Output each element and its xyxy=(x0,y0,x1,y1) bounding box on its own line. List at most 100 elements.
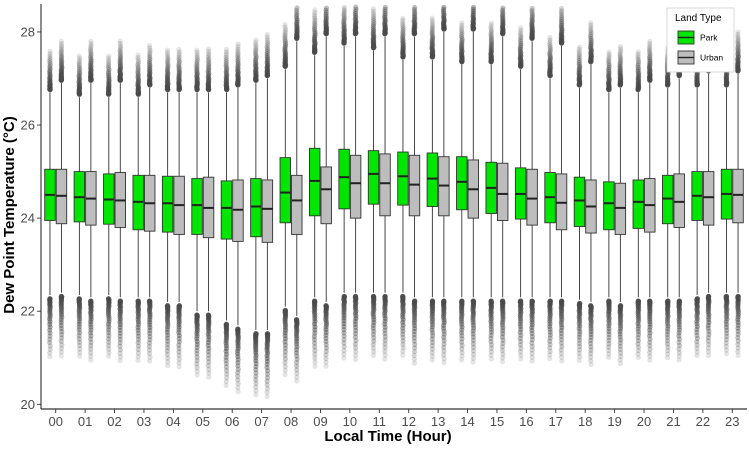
outlier-point xyxy=(665,348,671,354)
outlier-point xyxy=(88,346,94,352)
outlier-point xyxy=(665,323,671,329)
outlier-point xyxy=(341,347,347,353)
outlier-point xyxy=(223,65,230,71)
outlier-point xyxy=(635,323,642,329)
outlier-point xyxy=(252,49,259,55)
box-park-17 xyxy=(544,78,556,298)
outlier-point xyxy=(341,355,347,361)
outlier-point xyxy=(206,56,212,62)
outlier-point xyxy=(547,48,553,54)
outlier-point xyxy=(58,43,64,49)
outlier-point xyxy=(146,347,153,353)
outlier-point xyxy=(235,64,241,70)
outlier-point xyxy=(205,48,212,55)
outlier-point xyxy=(311,336,318,343)
outlier-point xyxy=(518,34,524,40)
outlier-point xyxy=(470,348,477,354)
outlier-point xyxy=(282,27,289,33)
outlier-point xyxy=(588,36,594,42)
outlier-point xyxy=(282,360,288,366)
outlier-point xyxy=(400,341,406,347)
outlier-point xyxy=(458,25,465,31)
box-urban-00 xyxy=(55,83,68,293)
outlier-point xyxy=(58,38,64,44)
outlier-point xyxy=(517,323,524,330)
outlier-point xyxy=(135,70,141,76)
outlier-point xyxy=(529,327,535,334)
x-tick-label: 22 xyxy=(696,414,710,429)
outlier-point xyxy=(205,342,211,348)
outlier-point xyxy=(323,348,329,355)
outlier-point xyxy=(576,46,582,53)
outlier-point xyxy=(459,38,465,44)
outlier-point xyxy=(147,337,153,343)
outlier-point xyxy=(264,37,271,43)
outlier-point xyxy=(88,43,94,49)
outlier-point xyxy=(488,43,494,50)
outlier-point xyxy=(588,334,594,340)
outlier-point xyxy=(647,38,653,44)
outlier-point xyxy=(459,41,465,48)
outlier-point xyxy=(606,49,612,55)
outlier-point xyxy=(370,322,377,328)
outlier-point xyxy=(547,44,553,50)
outlier-point xyxy=(223,367,230,374)
outlier-point xyxy=(352,12,359,19)
outlier-point xyxy=(517,335,523,341)
outlier-point xyxy=(223,56,229,62)
outlier-point xyxy=(735,53,741,59)
outlier-point xyxy=(694,339,700,345)
outlier-point xyxy=(76,333,82,339)
box-body xyxy=(338,148,350,210)
outlier-point xyxy=(459,321,465,327)
outlier-point xyxy=(206,60,212,66)
outlier-point xyxy=(412,15,418,21)
outlier-point xyxy=(223,67,230,73)
outlier-point xyxy=(635,58,642,64)
box-park-22 xyxy=(691,87,703,295)
outlier-point xyxy=(617,346,623,353)
outlier-point xyxy=(323,332,329,338)
outlier-point xyxy=(429,336,435,342)
outliers-park-05 xyxy=(194,47,200,378)
outliers-urban-09 xyxy=(323,5,330,369)
outlier-point xyxy=(352,341,358,347)
outlier-point xyxy=(429,20,435,26)
outlier-point xyxy=(382,344,388,351)
outlier-point xyxy=(735,325,741,331)
outlier-point xyxy=(264,39,271,45)
outlier-point xyxy=(223,382,229,388)
outlier-point xyxy=(353,14,359,21)
outlier-point xyxy=(371,13,377,19)
outlier-point xyxy=(500,15,506,21)
outlier-point xyxy=(499,322,506,328)
outlier-point xyxy=(294,367,300,373)
outlier-point xyxy=(488,332,494,338)
outlier-point xyxy=(559,17,565,23)
outlier-point xyxy=(282,342,289,348)
outlier-point xyxy=(341,20,347,26)
outlier-point xyxy=(724,327,730,333)
outlier-point xyxy=(547,326,553,332)
x-tick-label: 17 xyxy=(549,414,563,429)
outlier-point xyxy=(341,333,347,339)
x-tick-label: 02 xyxy=(107,414,121,429)
outlier-point xyxy=(665,344,671,350)
outlier-point xyxy=(341,16,347,22)
outlier-point xyxy=(547,352,553,358)
outlier-point xyxy=(470,322,476,328)
outlier-point xyxy=(59,335,65,341)
box-body xyxy=(191,178,203,235)
outlier-point xyxy=(606,66,612,72)
x-tick-label: 08 xyxy=(284,414,298,429)
outlier-point xyxy=(459,349,465,356)
box-urban-08 xyxy=(291,41,303,316)
outlier-point xyxy=(559,337,565,343)
outlier-layer xyxy=(47,4,741,400)
outlier-point xyxy=(165,61,171,67)
outlier-point xyxy=(176,67,182,73)
outlier-point xyxy=(518,332,524,338)
box-urban-10 xyxy=(349,36,362,293)
outlier-point xyxy=(312,340,318,346)
outlier-point xyxy=(400,345,406,351)
